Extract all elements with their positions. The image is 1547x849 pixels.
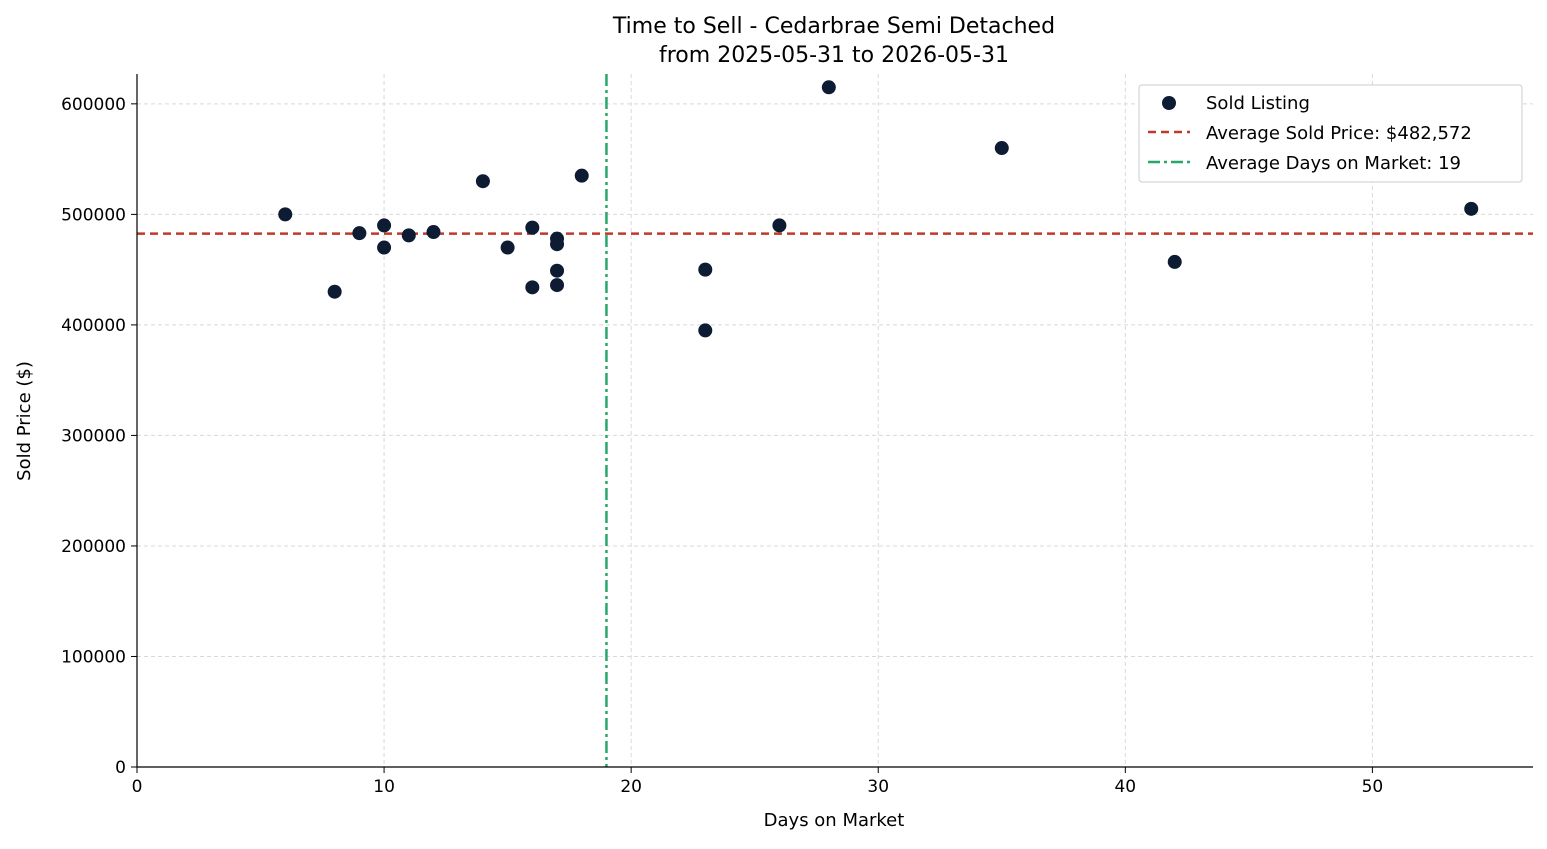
data-point-17 [698, 323, 713, 338]
data-points [278, 80, 1479, 338]
y-tick-label-4: 400000 [61, 316, 126, 336]
legend-box [1138, 84, 1523, 183]
y-tick-label-2: 200000 [61, 537, 126, 557]
legend-label-sold-listing: Sold Listing [1206, 93, 1310, 114]
data-point-7 [475, 174, 490, 189]
x-tick-label-0: 0 [132, 777, 143, 797]
reference-lines [137, 74, 1533, 767]
tick-labels: 0 10 20 30 40 50 0 100000 200000 300000 400000 5000… [61, 95, 1383, 797]
y-tick-label-6: 600000 [61, 95, 126, 115]
data-point-14 [550, 278, 565, 293]
data-point-22 [1464, 201, 1479, 216]
data-point-6 [426, 225, 441, 240]
data-point-2 [352, 226, 367, 241]
data-point-16 [698, 262, 713, 277]
x-tick-label-1: 10 [373, 777, 395, 797]
data-point-1 [327, 284, 342, 299]
chart-title: Time to Sell - Cedarbrae Semi Detached [612, 14, 1055, 39]
x-tick-label-3: 30 [867, 777, 889, 797]
data-point-4 [377, 240, 392, 255]
data-point-5 [401, 228, 416, 243]
data-point-0 [278, 207, 293, 222]
data-point-13 [550, 263, 565, 278]
data-point-8 [500, 240, 515, 255]
y-tick-label-5: 500000 [61, 205, 126, 225]
legend: Sold Listing Average Sold Price: $482,57… [1138, 84, 1523, 183]
axes [136, 74, 1533, 768]
data-point-15 [574, 168, 589, 183]
data-point-21 [1167, 254, 1182, 269]
legend-marker-sold-listing [1162, 96, 1176, 110]
chart-subtitle: from 2025-05-31 to 2026-05-31 [659, 43, 1009, 68]
x-tick-label-5: 50 [1362, 777, 1384, 797]
data-point-19 [821, 80, 836, 95]
y-tick-label-0: 0 [115, 758, 126, 778]
data-point-12 [550, 237, 565, 252]
data-point-20 [994, 141, 1009, 156]
legend-label-average-price: Average Sold Price: $482,572 [1206, 123, 1472, 144]
y-tick-label-1: 100000 [61, 647, 126, 667]
y-axis-label: Sold Price ($) [14, 361, 35, 481]
x-axis-label: Days on Market [764, 810, 905, 831]
x-tick-label-4: 40 [1114, 777, 1136, 797]
data-point-18 [772, 218, 787, 233]
data-point-10 [525, 280, 540, 295]
legend-label-average-days: Average Days on Market: 19 [1206, 153, 1461, 174]
data-point-3 [377, 218, 392, 233]
x-tick-label-2: 20 [620, 777, 642, 797]
y-tick-label-3: 300000 [61, 426, 126, 446]
data-point-9 [525, 220, 540, 235]
